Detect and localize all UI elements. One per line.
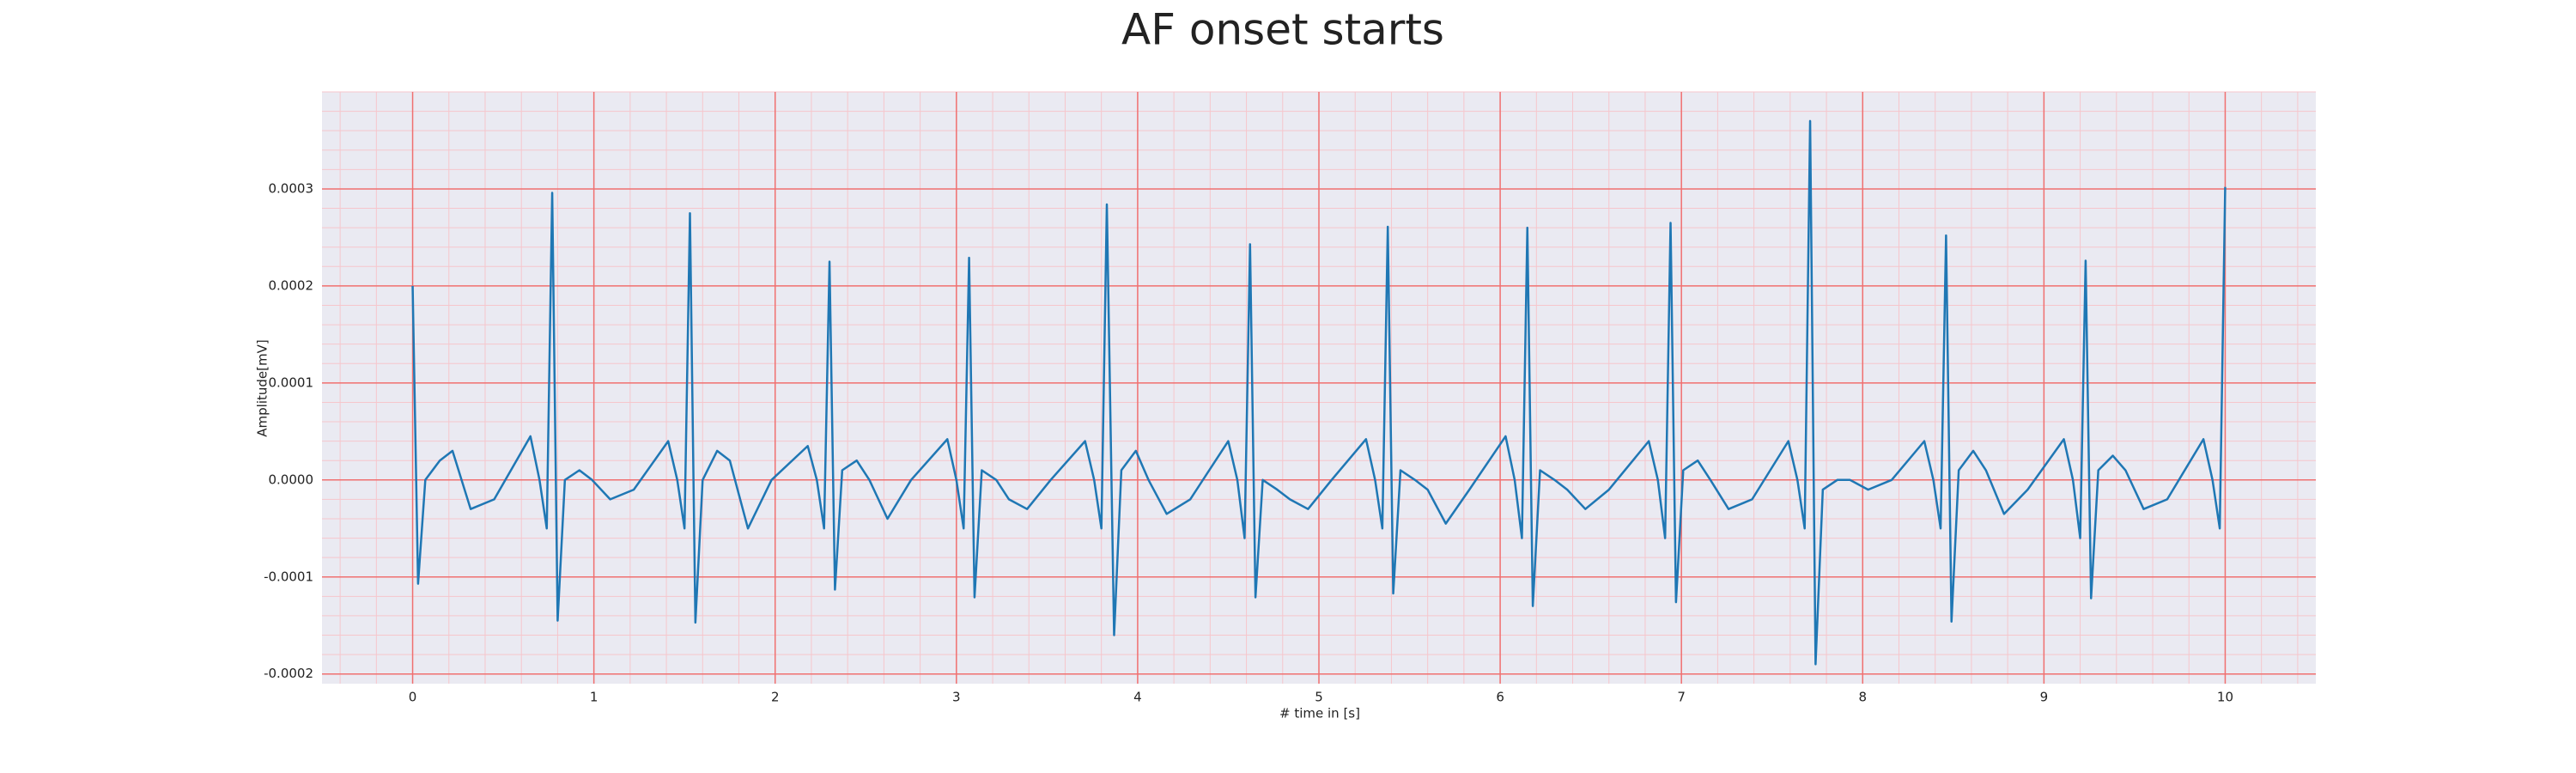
y-tick-label: 0.0003 [269,180,314,196]
x-tick-label: 5 [1315,690,1323,705]
x-tick-label: 10 [2217,690,2233,705]
x-tick-label: 0 [409,690,417,705]
x-tick-label: 1 [590,690,598,705]
x-tick-label: 9 [2040,690,2049,705]
x-axis-label: # time in [s] [1279,706,1360,721]
y-tick-label: -0.0001 [264,569,313,584]
chart-title: AF onset starts [1121,5,1444,55]
x-tick-label: 7 [1677,690,1686,705]
y-tick-label: -0.0002 [264,666,313,681]
x-tick-label: 2 [771,690,780,705]
y-tick-label: 0.0002 [269,277,314,293]
x-tick-label: 8 [1858,690,1867,705]
ecg-line [411,119,2227,666]
x-tick-label: 6 [1496,690,1504,705]
x-tick-label: 4 [1133,690,1142,705]
x-tick-label: 3 [952,690,961,705]
y-tick-label: 0.0001 [269,374,314,390]
y-axis-label: Amplitude[mV] [255,339,270,436]
y-tick-label: 0.0000 [269,472,314,487]
